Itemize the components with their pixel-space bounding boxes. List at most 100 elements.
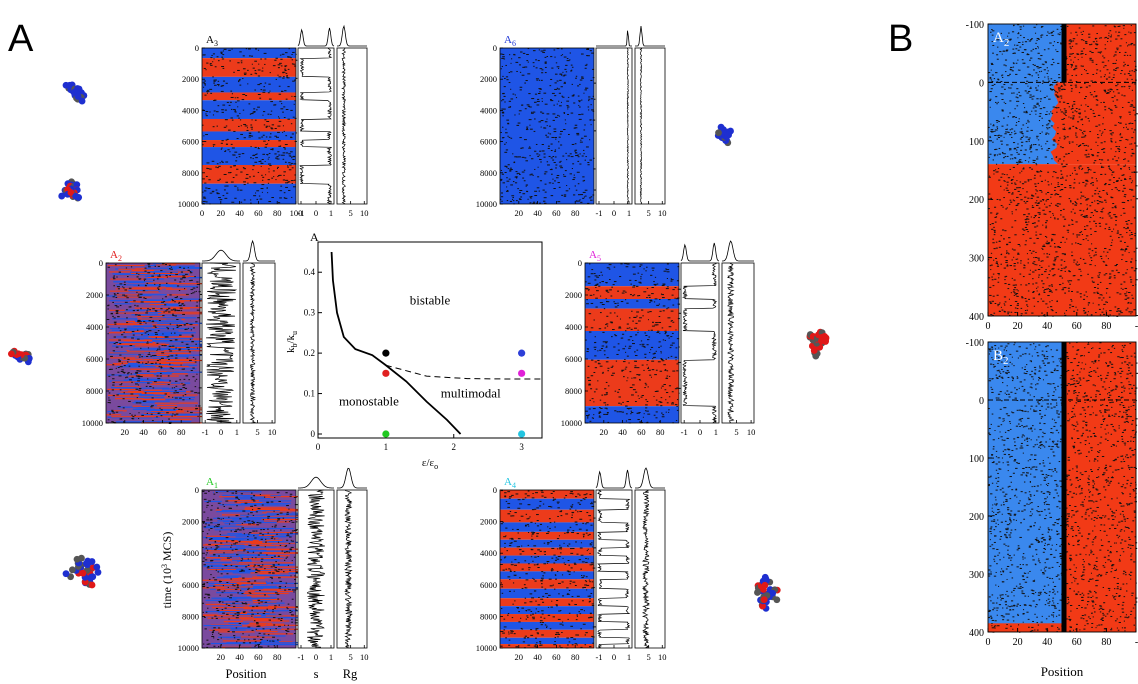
- speckle: [265, 174, 267, 176]
- speckle: [203, 83, 206, 85]
- speckle: [641, 395, 644, 397]
- speckle: [222, 601, 224, 603]
- speckle: [533, 130, 536, 132]
- speckle: [586, 48, 589, 50]
- speckle: [222, 504, 224, 506]
- speckle: [205, 69, 207, 71]
- speckle: [1037, 212, 1040, 214]
- speckle: [502, 632, 505, 634]
- speckle: [240, 589, 242, 591]
- speckle: [567, 133, 570, 135]
- speckle: [145, 322, 147, 324]
- speckle: [1060, 25, 1062, 27]
- position-tick-label: 60: [637, 427, 646, 437]
- speckle: [505, 132, 508, 134]
- time-tick-label: 0: [195, 43, 199, 53]
- speckle: [613, 266, 616, 268]
- speckle: [156, 375, 159, 377]
- speckle: [676, 280, 679, 282]
- speckle: [274, 538, 276, 540]
- speckle: [277, 519, 280, 521]
- speckle: [125, 377, 127, 379]
- state-band: [585, 406, 679, 423]
- speckle: [1004, 230, 1007, 232]
- speckle: [204, 141, 207, 143]
- speckle: [576, 171, 580, 173]
- speckle: [590, 327, 594, 329]
- speckle: [514, 559, 517, 561]
- speckle: [1105, 201, 1107, 203]
- speckle: [526, 518, 529, 520]
- panel-label-subscript: 6: [512, 39, 516, 48]
- speckle: [236, 614, 239, 616]
- speckle: [990, 197, 992, 199]
- speckle: [290, 162, 293, 164]
- speckle: [553, 188, 556, 190]
- speckle: [109, 402, 112, 404]
- speckle: [525, 160, 529, 162]
- speckle: [638, 320, 641, 322]
- speckle: [188, 359, 192, 361]
- speckle: [649, 299, 653, 301]
- speckle: [605, 289, 609, 291]
- position-tick-label: 100: [290, 208, 303, 218]
- speckle: [549, 99, 552, 101]
- rg-histogram: [721, 240, 754, 262]
- speckle: [593, 401, 595, 403]
- position-tick-label: 20: [217, 208, 226, 218]
- speckle: [648, 369, 650, 371]
- speckle: [128, 287, 132, 289]
- speckle: [203, 54, 206, 56]
- speckle: [149, 386, 152, 388]
- state-stripe: [253, 617, 272, 619]
- bead: [58, 192, 66, 200]
- speckle: [158, 348, 161, 350]
- speckle: [666, 286, 669, 288]
- speckle: [539, 150, 542, 152]
- speckle: [590, 302, 594, 304]
- state-stripe: [259, 635, 286, 637]
- speckle: [251, 55, 254, 57]
- state-stripe: [146, 333, 182, 336]
- state-stripe: [117, 343, 135, 346]
- speckle: [544, 103, 548, 105]
- time-tick-label: 0: [493, 485, 497, 495]
- speckle: [549, 585, 553, 587]
- speckle: [1013, 63, 1015, 65]
- speckle: [521, 147, 524, 149]
- speckle: [512, 153, 514, 155]
- speckle: [220, 527, 223, 529]
- speckle: [279, 512, 283, 514]
- speckle: [265, 126, 268, 128]
- speckle: [653, 356, 656, 358]
- speckle: [195, 321, 198, 323]
- speckle: [182, 304, 186, 306]
- speckle: [258, 160, 262, 162]
- speckle: [655, 369, 658, 371]
- speckle: [182, 275, 186, 277]
- speckle: [204, 628, 207, 630]
- speckle: [565, 64, 568, 66]
- speckle: [653, 301, 656, 303]
- speckle: [539, 620, 543, 622]
- speckle: [668, 411, 670, 413]
- state-band: [202, 147, 296, 165]
- speckle: [224, 607, 227, 609]
- speckle: [271, 582, 274, 584]
- speckle: [115, 346, 119, 348]
- speckle: [140, 308, 142, 310]
- speckle: [285, 582, 288, 584]
- speckle: [1027, 231, 1029, 233]
- s-tick-label: 1: [329, 652, 333, 662]
- speckle: [1072, 220, 1074, 222]
- speckle: [502, 182, 506, 184]
- speckle: [660, 351, 662, 353]
- speckle: [1037, 46, 1039, 48]
- speckle: [1013, 265, 1016, 267]
- speckle: [665, 331, 667, 333]
- speckle: [988, 176, 991, 178]
- speckle: [147, 347, 150, 349]
- speckle: [239, 570, 243, 572]
- speckle: [255, 511, 258, 513]
- speckle: [508, 106, 511, 108]
